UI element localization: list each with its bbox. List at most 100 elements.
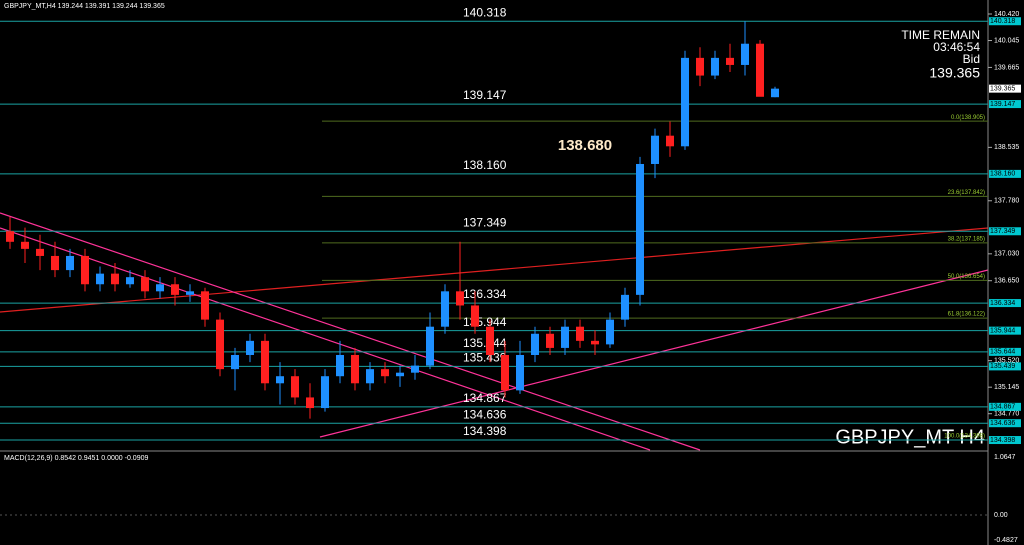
fib-label: 50.0(136.654) — [948, 274, 985, 280]
countdown: 03:46:54 — [933, 40, 980, 54]
candle-body — [261, 340, 269, 384]
time-remain: TIME REMAIN — [901, 28, 980, 42]
axis-level-label: 139.147 — [990, 101, 1015, 108]
axis-level-label: 134.636 — [990, 420, 1015, 427]
axis-level-label: 135.439 — [990, 363, 1015, 370]
candle-body — [111, 273, 119, 285]
highlight-price: 138.680 — [558, 137, 612, 154]
candle-body — [771, 88, 779, 98]
axis-level-label: 135.644 — [990, 349, 1015, 356]
candle-body — [321, 376, 329, 409]
level-label: 135.944 — [463, 315, 507, 329]
fib-label: 100.0(134.398) — [944, 434, 985, 440]
fib-label: 61.8(136.122) — [948, 312, 985, 318]
macd-title: MACD(12,26,9) 0.8542 0.9451 0.0000 -0.09… — [4, 455, 148, 462]
candle-body — [66, 255, 74, 271]
candle-body — [381, 369, 389, 377]
trendline — [319, 269, 989, 438]
candle-body — [141, 277, 149, 292]
candle-body — [216, 319, 224, 370]
axis-level-box — [989, 436, 1021, 445]
candle-body — [396, 372, 404, 377]
candle-body — [726, 57, 734, 65]
trendline — [0, 227, 989, 313]
candle-body — [51, 255, 59, 271]
candle-body — [756, 43, 764, 97]
candle-body — [486, 326, 494, 355]
candle-body — [36, 248, 44, 256]
candle-body — [6, 231, 14, 242]
level-label: 134.398 — [463, 424, 507, 438]
level-label: 135.644 — [463, 336, 507, 350]
level-label: 136.334 — [463, 287, 507, 301]
candle-body — [636, 163, 644, 295]
candle-body — [576, 326, 584, 341]
candle-body — [741, 43, 749, 65]
axis-level-box — [989, 227, 1021, 236]
candle-body — [156, 284, 164, 292]
macd-tick-label: 0.00 — [994, 512, 1008, 519]
y-tick-label: 137.030 — [994, 251, 1019, 258]
candle-body — [246, 340, 254, 355]
price-pane — [0, 212, 989, 451]
axis-level-label: 137.349 — [990, 228, 1015, 235]
header: GBPJPY_MT,H4 139.244 139.391 139.244 139… — [4, 3, 165, 10]
candle-body — [186, 291, 194, 295]
axis-level-box — [989, 419, 1021, 428]
candle-body — [171, 284, 179, 295]
y-tick-label: 139.665 — [994, 64, 1019, 71]
candle-body — [426, 326, 434, 366]
candle-body — [306, 397, 314, 409]
candle-body — [456, 291, 464, 306]
trendline — [0, 212, 701, 451]
macd-tick-label: 1.0647 — [994, 454, 1016, 461]
candle-body — [516, 354, 524, 391]
axis-level-label: 134.398 — [990, 437, 1015, 444]
candle-body — [711, 57, 719, 76]
candle-body — [411, 365, 419, 373]
y-tick-label: 140.420 — [994, 11, 1019, 18]
bid: 139.365 — [929, 65, 980, 81]
fib-label: 0.0(138.905) — [951, 115, 985, 121]
level-label: 137.349 — [463, 215, 507, 229]
bid-box — [989, 84, 1021, 93]
candle-body — [81, 255, 89, 285]
candle-body — [441, 291, 449, 327]
axis-level-box — [989, 326, 1021, 335]
candle-body — [351, 354, 359, 384]
candle-body — [621, 294, 629, 320]
axis-level-box — [989, 362, 1021, 371]
axis-level-box — [989, 299, 1021, 308]
level-label: 134.867 — [463, 391, 507, 405]
y-tick-label: 136.650 — [994, 278, 1019, 285]
candle-body — [531, 333, 539, 355]
candle-body — [471, 305, 479, 327]
level-label: 138.160 — [463, 158, 507, 172]
candle-body — [276, 376, 284, 384]
watermark: GBPJPY_MT H4 — [835, 426, 985, 448]
axis-level-box — [989, 17, 1021, 26]
y-tick-label: 140.045 — [994, 37, 1019, 44]
candle-body — [366, 369, 374, 384]
candle-body — [501, 354, 509, 391]
candle-body — [681, 57, 689, 147]
candle-body — [336, 354, 344, 377]
candle-body — [291, 376, 299, 398]
axis-level-box — [989, 100, 1021, 109]
candle-body — [96, 273, 104, 285]
axis-level-label: 138.160 — [990, 171, 1015, 178]
candle-body — [651, 135, 659, 164]
candle-body — [546, 333, 554, 348]
y-tick-label: 135.520 — [994, 357, 1019, 364]
candle-body — [591, 340, 599, 345]
y-tick-label: 137.780 — [994, 198, 1019, 205]
bid-label: Bid — [963, 52, 980, 66]
axis-level-label: 135.944 — [990, 327, 1015, 334]
y-tick-label: 135.145 — [994, 384, 1019, 391]
candle-body — [21, 241, 29, 249]
bid-axis-label: 139.365 — [990, 85, 1015, 92]
fib-label: 23.6(137.842) — [948, 190, 985, 196]
macd-tick-label: -0.4827 — [994, 537, 1018, 544]
